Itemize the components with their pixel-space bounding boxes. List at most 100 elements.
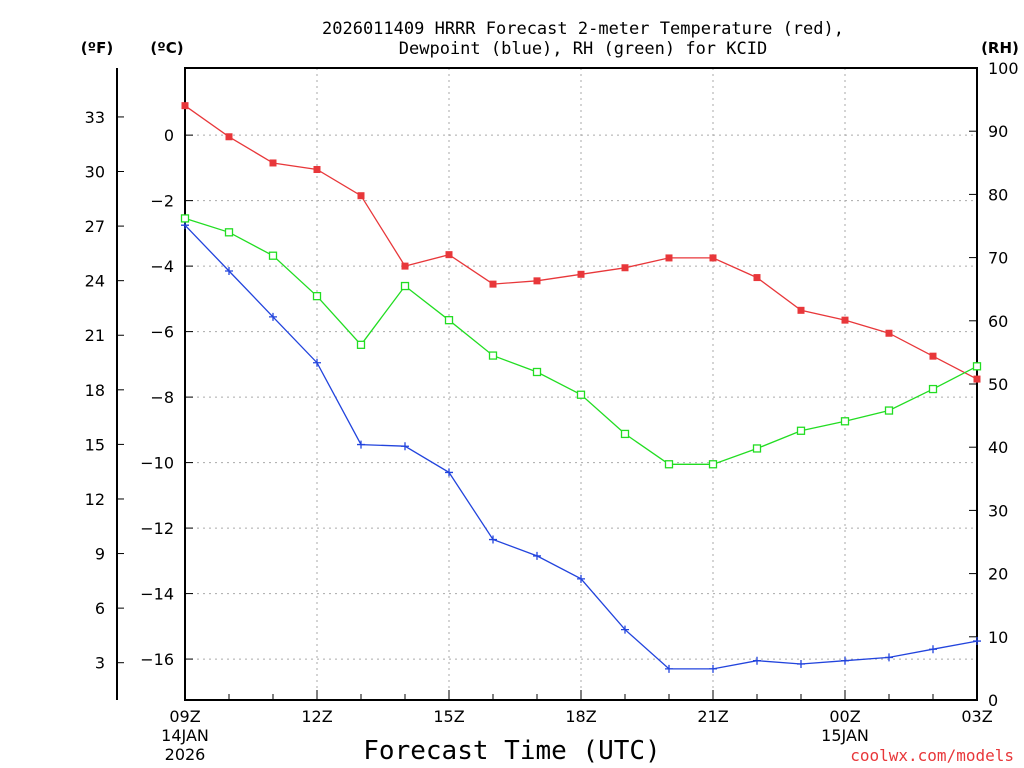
dewpoint-point: [797, 659, 805, 668]
temperature-point: [313, 166, 321, 174]
axes: [116, 67, 978, 701]
fahrenheit-axis-unit: (ºF): [81, 39, 113, 57]
time-tick-label: 21Z: [697, 707, 728, 726]
fahrenheit-tick-label: 27: [85, 217, 105, 236]
celsius-tick-label: −8: [150, 388, 174, 407]
rh-tick-label: 90: [988, 122, 1008, 141]
temperature-point: [621, 264, 629, 272]
temperature-point: [973, 375, 981, 383]
fahrenheit-tick-label: 6: [95, 599, 105, 618]
dewpoint-point: [225, 267, 233, 276]
celsius-tick-label: 0: [164, 126, 174, 145]
fahrenheit-tick-label: 24: [85, 272, 105, 291]
temperature-point: [577, 270, 585, 278]
dewpoint-point: [709, 664, 717, 673]
celsius-tick-label: −2: [150, 192, 174, 211]
rh-point: [268, 251, 278, 260]
time-tick-label: 12Z: [301, 707, 332, 726]
rh-point: [532, 367, 542, 377]
series-temperature: [181, 102, 981, 383]
celsius-tick-label: −12: [140, 519, 174, 538]
temperature-point: [929, 352, 937, 360]
dewpoint-point: [621, 625, 629, 634]
rh-tick-label: 80: [988, 185, 1008, 204]
temperature-point: [665, 254, 673, 262]
dewpoint-point: [665, 664, 673, 673]
celsius-tick-label: −14: [140, 585, 174, 604]
dewpoint-point: [533, 551, 541, 560]
dewpoint-point: [445, 468, 453, 477]
fahrenheit-tick-label: 15: [85, 435, 105, 454]
celsius-tick-label: −10: [140, 454, 174, 473]
temperature-point: [181, 102, 189, 110]
rh-tick-label: 30: [988, 501, 1008, 520]
time-tick-label: 15Z: [433, 707, 464, 726]
series-dewpoint: [181, 221, 981, 673]
rh-tick-label: 60: [988, 312, 1008, 331]
chart-title-line-2: Dewpoint (blue), RH (green) for KCID: [399, 39, 767, 59]
temperature-point: [445, 251, 453, 259]
source-credit: coolwx.com/models: [850, 746, 1014, 765]
rh-point: [884, 406, 894, 415]
rh-tick-label: 0: [988, 691, 998, 710]
rh-point: [488, 351, 498, 360]
temperature-point: [225, 133, 233, 141]
temperature-point: [709, 254, 717, 262]
dewpoint-point: [973, 637, 981, 646]
date-tick-label: 15JAN: [821, 726, 869, 745]
dewpoint-point: [357, 440, 365, 449]
dewpoint-point: [753, 656, 761, 665]
time-tick-label: 09Z: [169, 707, 200, 726]
grid-lines: [185, 68, 977, 700]
rh-point: [708, 460, 718, 469]
dewpoint-point: [577, 574, 585, 583]
rh-point: [224, 228, 234, 237]
fahrenheit-tick-label: 21: [85, 326, 105, 345]
fahrenheit-tick-label: 30: [85, 163, 105, 182]
dewpoint-point: [929, 645, 937, 654]
rh-tick-label: 100: [988, 59, 1019, 78]
fahrenheit-tick-label: 12: [85, 490, 105, 509]
rh-point: [620, 429, 630, 439]
temperature-point: [533, 277, 541, 285]
temperature-point: [357, 192, 365, 200]
dewpoint-point: [489, 535, 497, 544]
temperature-point: [797, 306, 805, 314]
celsius-tick-label: −16: [140, 650, 174, 669]
dewpoint-point: [313, 358, 321, 367]
rh-point: [356, 340, 366, 349]
date-tick-label: 14JAN: [161, 726, 209, 745]
celsius-tick-label: −6: [150, 323, 174, 342]
fahrenheit-tick-label: 33: [85, 108, 105, 127]
celsius-axis: 0 −2 −4 −6 −8 −10 −12 −14 −16: [140, 126, 193, 669]
rh-axis: 0 10 20 30 40 50 60 70 80 90 100: [969, 59, 1019, 710]
temperature-point: [753, 274, 761, 282]
rh-point: [972, 362, 982, 371]
dewpoint-point: [841, 656, 849, 665]
data-series: [180, 102, 982, 673]
rh-point: [400, 281, 410, 291]
temperature-point: [841, 316, 849, 324]
rh-axis-unit: (RH): [981, 39, 1019, 57]
fahrenheit-tick-label: 9: [95, 545, 105, 564]
rh-tick-label: 10: [988, 628, 1008, 647]
rh-point: [840, 417, 850, 426]
rh-point: [752, 444, 762, 453]
fahrenheit-tick-label: 3: [95, 654, 105, 673]
rh-point: [928, 384, 938, 394]
rh-tick-label: 20: [988, 565, 1008, 584]
x-axis-label: Forecast Time (UTC): [363, 736, 660, 766]
rh-point: [312, 292, 322, 301]
chart-title-line-1: 2026011409 HRRR Forecast 2-meter Tempera…: [322, 19, 844, 39]
rh-point: [444, 316, 454, 325]
rh-tick-label: 50: [988, 375, 1008, 394]
temperature-point: [489, 280, 497, 288]
rh-point: [664, 460, 674, 469]
fahrenheit-axis: 33 30 27 24 21 18 15 12 9 6 3: [85, 108, 124, 673]
rh-tick-label: 70: [988, 249, 1008, 268]
fahrenheit-tick-label: 18: [85, 381, 105, 400]
time-tick-label: 03Z: [961, 707, 992, 726]
time-tick-label: 18Z: [565, 707, 596, 726]
